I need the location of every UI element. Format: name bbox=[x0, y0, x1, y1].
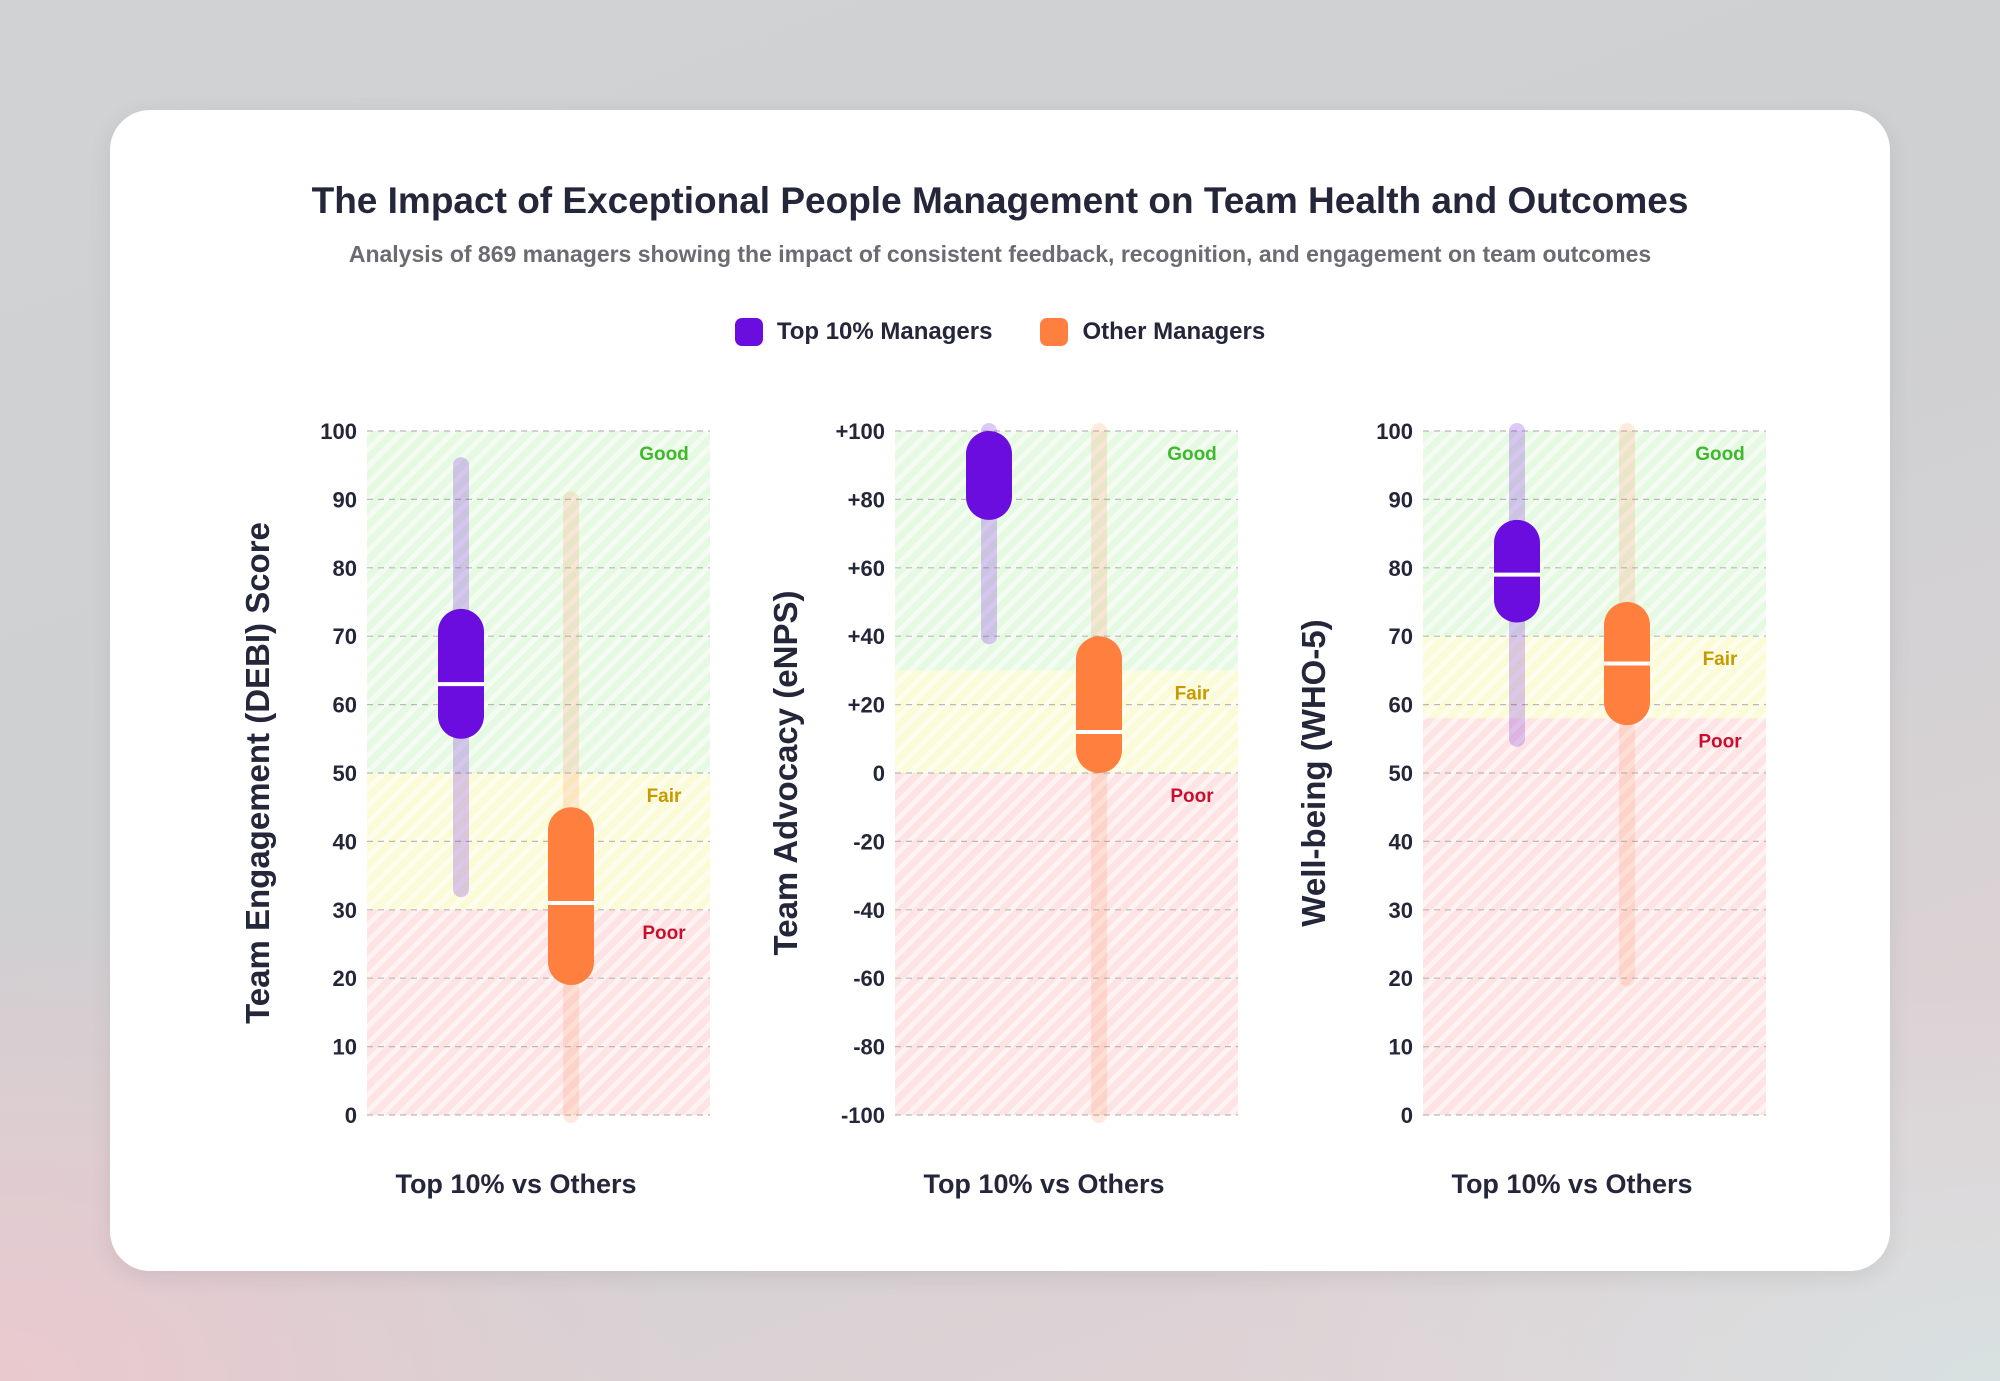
legend-swatch-other bbox=[1040, 318, 1069, 346]
y-tick-label: 70 bbox=[333, 624, 357, 649]
zone-label-fair: Fair bbox=[647, 786, 682, 807]
zone-label-poor: Poor bbox=[1170, 786, 1214, 807]
y-tick-label: -60 bbox=[853, 966, 885, 991]
legend-label-other: Other Managers bbox=[1082, 318, 1266, 345]
y-tick-label: 70 bbox=[1389, 624, 1413, 649]
y-tick-label: +100 bbox=[835, 419, 885, 444]
y-tick-label: 50 bbox=[333, 761, 357, 786]
y-tick-label: 10 bbox=[333, 1035, 357, 1060]
y-tick-label: 100 bbox=[1376, 419, 1413, 444]
y-tick-label: -20 bbox=[853, 829, 885, 854]
chart-subtitle: Analysis of 869 managers showing the imp… bbox=[348, 241, 1652, 267]
y-tick-label: 0 bbox=[345, 1103, 357, 1128]
zone-label-good: Good bbox=[639, 444, 689, 465]
y-tick-label: 90 bbox=[333, 487, 357, 512]
range-bar-other bbox=[548, 807, 594, 986]
legend-swatch-top bbox=[734, 318, 763, 346]
legend-label-top: Top 10% Managers bbox=[776, 318, 993, 345]
y-tick-label: 0 bbox=[873, 761, 885, 786]
legend: Top 10% Managers Other Managers bbox=[110, 318, 1890, 346]
y-tick-label: 50 bbox=[1389, 761, 1413, 786]
zone-label-poor: Poor bbox=[1698, 731, 1742, 752]
y-tick-label: -40 bbox=[853, 898, 885, 923]
y-tick-label: +40 bbox=[848, 624, 885, 649]
x-axis-label: Top 10% vs Others bbox=[395, 1169, 636, 1199]
range-bar-top bbox=[1494, 519, 1540, 623]
chart-card: The Impact of Exceptional People Managem… bbox=[110, 110, 1890, 1271]
y-tick-label: +60 bbox=[848, 556, 885, 581]
zone-label-fair: Fair bbox=[1175, 683, 1210, 704]
zone-label-fair: Fair bbox=[1703, 649, 1738, 670]
y-tick-label: 60 bbox=[1389, 693, 1413, 718]
chart-panel-1: 0 10 20 30 40 50 60 70 80 90 100 Good Fair Poor Team E… bbox=[239, 419, 710, 1199]
y-axis-label: Team Engagement (DEBI) Score bbox=[239, 522, 276, 1024]
legend-item-top[interactable]: Top 10% Managers bbox=[734, 318, 993, 346]
y-tick-label: 80 bbox=[333, 556, 357, 581]
legend-item-other[interactable]: Other Managers bbox=[1040, 318, 1265, 346]
y-tick-label: 30 bbox=[1389, 898, 1413, 923]
zone-label-good: Good bbox=[1167, 444, 1217, 465]
y-tick-label: 10 bbox=[1389, 1035, 1413, 1060]
zone-label-poor: Poor bbox=[642, 923, 686, 944]
y-tick-label: 100 bbox=[320, 419, 357, 444]
y-tick-label: +80 bbox=[848, 487, 885, 512]
y-axis-label: Well-being (WHO-5) bbox=[1295, 619, 1332, 926]
chart-title: The Impact of Exceptional People Managem… bbox=[311, 180, 1689, 221]
y-tick-label: +20 bbox=[848, 693, 885, 718]
y-tick-label: 20 bbox=[333, 966, 357, 991]
y-tick-label: 60 bbox=[333, 693, 357, 718]
x-axis-label: Top 10% vs Others bbox=[1451, 1169, 1692, 1199]
y-tick-label: 40 bbox=[333, 829, 357, 854]
chart-panel-2: -100 -80 -60 -40 -20 0 +20 +40 +60 +80 +100 Good Fai… bbox=[767, 419, 1238, 1199]
y-tick-label: -80 bbox=[853, 1035, 885, 1060]
x-axis-label: Top 10% vs Others bbox=[923, 1169, 1164, 1199]
zone-label-good: Good bbox=[1695, 444, 1745, 465]
y-tick-label: 20 bbox=[1389, 966, 1413, 991]
y-tick-label: 80 bbox=[1389, 556, 1413, 581]
y-tick-label: 90 bbox=[1389, 487, 1413, 512]
y-tick-label: 0 bbox=[1401, 1103, 1413, 1128]
y-axis-label: Team Advocacy (eNPS) bbox=[767, 591, 804, 956]
range-bar-other bbox=[1076, 636, 1122, 773]
chart-panel-3: 0 10 20 30 40 50 60 70 80 90 100 Good Fair Poor Well-b… bbox=[1295, 419, 1766, 1199]
range-bar-top bbox=[438, 608, 484, 739]
y-tick-label: 40 bbox=[1389, 829, 1413, 854]
y-tick-label: 30 bbox=[333, 898, 357, 923]
range-bar-top bbox=[966, 431, 1012, 520]
y-tick-label: -100 bbox=[841, 1103, 885, 1128]
